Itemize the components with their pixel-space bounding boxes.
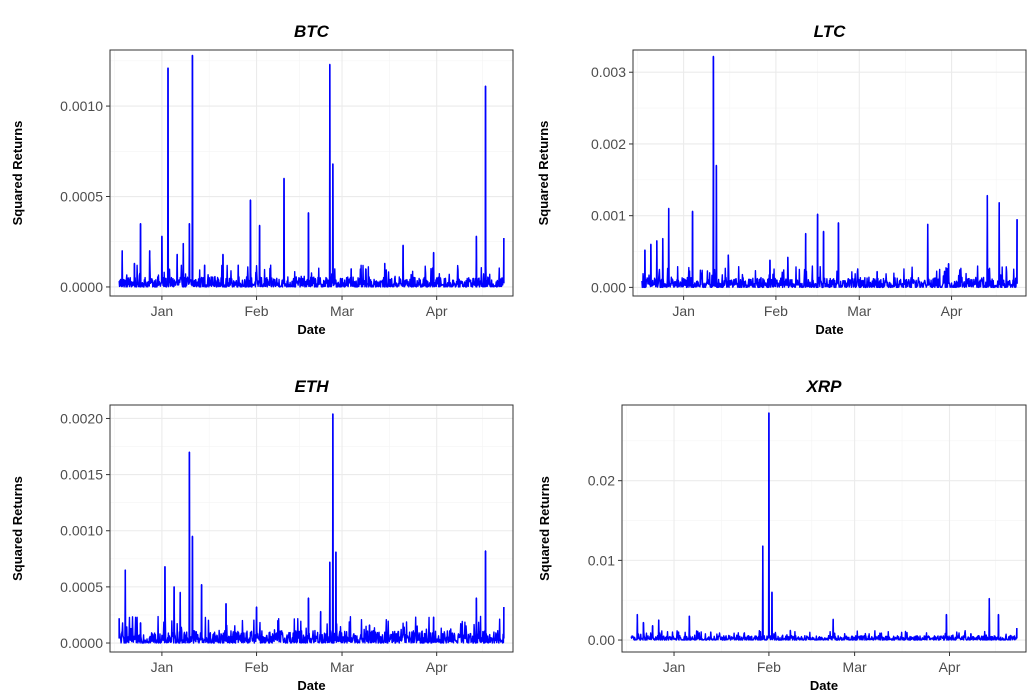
panel-border (632, 49, 1027, 297)
x-tick-label: Mar (843, 659, 867, 675)
y-tick-label: 0.0005 (60, 189, 103, 205)
x-tick-label: Mar (330, 659, 354, 675)
chart-title: BTC (294, 22, 330, 41)
y-tick-label: 0.00 (588, 632, 615, 648)
panel-border (109, 404, 514, 653)
x-axis-title: Date (297, 322, 325, 337)
x-tick-label: Apr (426, 303, 448, 319)
series-line-xrp (630, 412, 1018, 641)
y-tick-label: 0.01 (588, 552, 615, 568)
series-line-eth (118, 413, 505, 644)
chart-panel-ltc: 0.000 0.001 0.002 0.003 Jan Feb Mar Apr LTC Date S… (536, 22, 1027, 337)
x-tick-label: Apr (426, 659, 448, 675)
y-tick-label: 0.0020 (60, 410, 103, 426)
chart-title: XRP (806, 377, 843, 396)
chart-panel-xrp: 0.00 0.01 0.02 Jan Feb Mar Apr XRP Date Squared R… (537, 377, 1027, 693)
plot-background (110, 405, 513, 652)
y-tick-label: 0.0010 (60, 98, 103, 114)
series-line-btc (118, 54, 505, 288)
x-axis-title: Date (810, 678, 838, 693)
y-axis-title: Squared Returns (536, 121, 551, 226)
chart-panel-eth: 0.0000 0.0005 0.0010 0.0015 0.0020 Jan Feb Mar A… (10, 377, 514, 693)
y-tick-label: 0.02 (588, 473, 615, 489)
chart-panel-btc: 0.0000 0.0005 0.0010 Jan Feb Mar Apr BTC Date Squ… (10, 22, 514, 337)
plot-background (633, 50, 1026, 296)
panel-border (621, 404, 1027, 653)
y-tick-label: 0.000 (591, 279, 626, 295)
x-tick-label: Apr (939, 659, 961, 675)
y-tick-label: 0.002 (591, 136, 626, 152)
x-tick-label: Feb (764, 303, 788, 319)
x-tick-label: Apr (941, 303, 963, 319)
y-tick-label: 0.0000 (60, 279, 103, 295)
x-tick-label: Jan (663, 659, 686, 675)
chart-title: LTC (814, 22, 847, 41)
y-tick-label: 0.0010 (60, 523, 103, 539)
x-axis-title: Date (815, 322, 843, 337)
x-tick-label: Jan (151, 303, 174, 319)
y-tick-label: 0.0015 (60, 467, 103, 483)
y-axis-title: Squared Returns (537, 476, 552, 581)
panel-border (109, 49, 514, 297)
x-tick-label: Mar (330, 303, 354, 319)
y-axis-title: Squared Returns (10, 121, 25, 226)
series-line-ltc (641, 55, 1018, 289)
y-tick-label: 0.001 (591, 208, 626, 224)
x-tick-label: Feb (244, 303, 268, 319)
x-tick-label: Jan (151, 659, 174, 675)
chart-title: ETH (295, 377, 330, 396)
plot-background (622, 405, 1026, 652)
y-tick-label: 0.0000 (60, 635, 103, 651)
x-tick-label: Feb (244, 659, 268, 675)
x-tick-label: Mar (847, 303, 871, 319)
x-axis-title: Date (297, 678, 325, 693)
x-tick-label: Jan (672, 303, 695, 319)
y-tick-label: 0.003 (591, 64, 626, 80)
x-tick-label: Feb (757, 659, 781, 675)
y-axis-title: Squared Returns (10, 476, 25, 581)
y-tick-label: 0.0005 (60, 579, 103, 595)
plot-background (110, 50, 513, 296)
